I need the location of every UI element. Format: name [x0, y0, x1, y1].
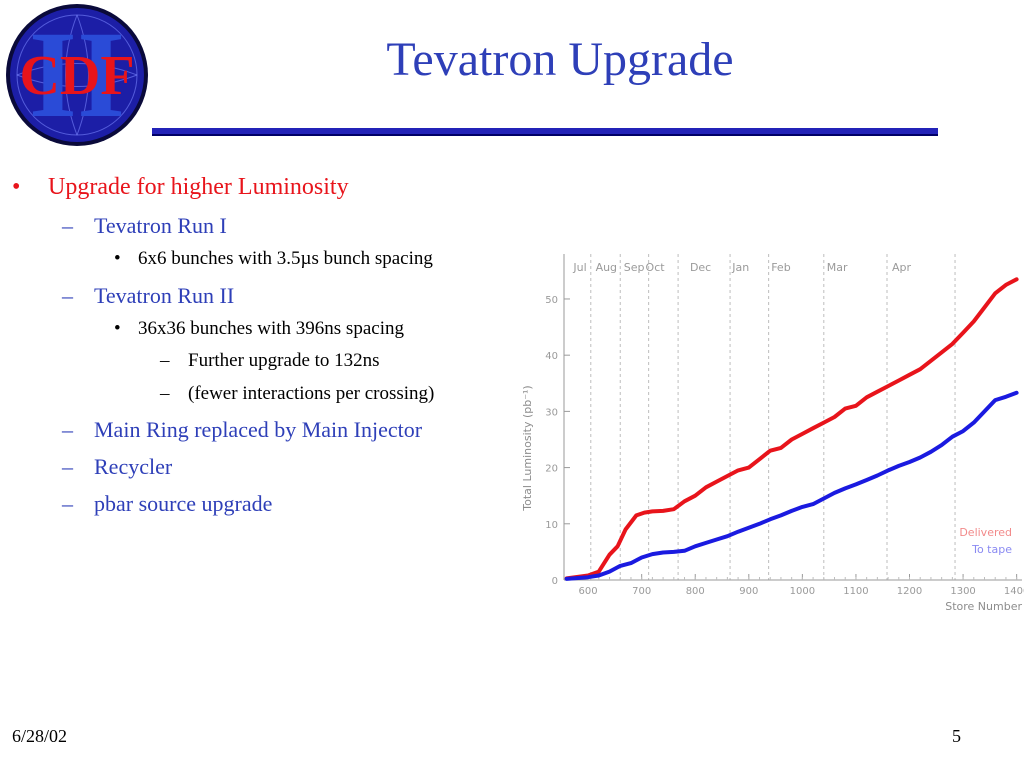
svg-text:II: II: [29, 6, 126, 143]
x-tick-label: 600: [579, 586, 598, 597]
series-delivered: [564, 277, 1019, 581]
month-label: Jul: [572, 261, 586, 274]
bullet-marker: •: [114, 318, 121, 339]
x-tick-label: 900: [739, 586, 758, 597]
y-tick-label: 30: [545, 407, 558, 418]
y-axis-label: Total Luminosity (pb⁻¹): [521, 385, 534, 511]
bullet-text: Tevatron Run II: [94, 283, 235, 308]
x-axis-label: Store Number: [945, 600, 1022, 613]
x-tick-label: 800: [686, 586, 705, 597]
bullet-text: 6x6 bunches with 3.5µs bunch spacing: [138, 248, 433, 269]
y-tick-label: 20: [545, 464, 558, 475]
bullet-text: 36x36 bunches with 396ns spacing: [138, 318, 404, 339]
bullet-1: • Upgrade for higher Luminosity: [12, 174, 349, 201]
svg-text:CDF: CDF: [19, 45, 134, 107]
bullet-text: Further upgrade to 132ns: [188, 350, 380, 371]
bullet-text: Tevatron Run I: [94, 213, 227, 238]
month-label: Dec: [690, 261, 711, 274]
slide-title: Tevatron Upgrade: [386, 33, 734, 86]
luminosity-chart: Jul Aug Sep Oct Dec Jan Feb Mar Apr 0 10 20 30 40 50 6…: [512, 250, 1024, 620]
bullet-6: – Further upgrade to 132ns: [160, 350, 380, 372]
bullet-marker: –: [62, 283, 73, 308]
chart-grid: Jul Aug Sep Oct Dec Jan Feb Mar Apr: [572, 254, 956, 580]
bullet-text: Upgrade for higher Luminosity: [48, 174, 349, 200]
bullet-10: – pbar source upgrade: [62, 491, 272, 517]
bullet-marker: –: [160, 383, 170, 404]
month-label: Apr: [892, 261, 912, 274]
bullet-5: • 36x36 bunches with 396ns spacing: [114, 318, 404, 340]
footer-date: 6/28/02: [12, 726, 68, 746]
month-label: Jan: [731, 261, 749, 274]
legend-delivered: Delivered: [959, 526, 1012, 539]
bullet-4: – Tevatron Run II: [62, 283, 234, 309]
bullet-text: (fewer interactions per crossing): [188, 383, 435, 404]
cdf-logo: II CDF: [6, 4, 148, 146]
bullet-marker: –: [62, 491, 73, 516]
month-label: Oct: [646, 261, 666, 274]
month-label: Aug: [596, 261, 617, 274]
bullet-text: Main Ring replaced by Main Injector: [94, 417, 423, 442]
bullet-marker: –: [62, 454, 73, 479]
x-tick-label: 700: [632, 586, 651, 597]
title-divider: [152, 128, 938, 136]
bullet-marker: –: [160, 350, 170, 371]
month-label: Mar: [827, 261, 848, 274]
bullet-marker: •: [12, 174, 21, 200]
bullet-marker: –: [62, 417, 73, 442]
x-tick-label: 1400: [1004, 586, 1024, 597]
bullet-3: • 6x6 bunches with 3.5µs bunch spacing: [114, 248, 433, 270]
y-tick-label: 0: [552, 576, 558, 587]
legend-to-tape: To tape: [971, 543, 1012, 556]
x-tick-label: 1100: [843, 586, 868, 597]
bullet-9: – Recycler: [62, 454, 172, 480]
bullet-text: Recycler: [94, 454, 173, 479]
month-label: Sep: [624, 261, 645, 274]
bullet-marker: –: [62, 213, 73, 238]
chart-series: [564, 277, 1019, 581]
x-tick-label: 1000: [790, 586, 815, 597]
y-tick-label: 10: [545, 520, 558, 531]
month-label: Feb: [771, 261, 790, 274]
y-tick-label: 50: [545, 295, 558, 306]
bullet-2: – Tevatron Run I: [62, 213, 227, 239]
bullet-marker: •: [114, 248, 121, 269]
x-tick-label: 1200: [897, 586, 922, 597]
page-number: 5: [952, 726, 961, 746]
x-tick-label: 1300: [950, 586, 975, 597]
y-tick-label: 40: [545, 351, 558, 362]
bullet-7: – (fewer interactions per crossing): [160, 383, 434, 405]
bullet-8: – Main Ring replaced by Main Injector: [62, 417, 422, 443]
bullet-text: pbar source upgrade: [94, 491, 273, 516]
series-to-tape: [564, 390, 1019, 581]
chart-axes: 0 10 20 30 40 50 600 700 800 900 1000 1100 1200 1300 1…: [545, 254, 1024, 597]
